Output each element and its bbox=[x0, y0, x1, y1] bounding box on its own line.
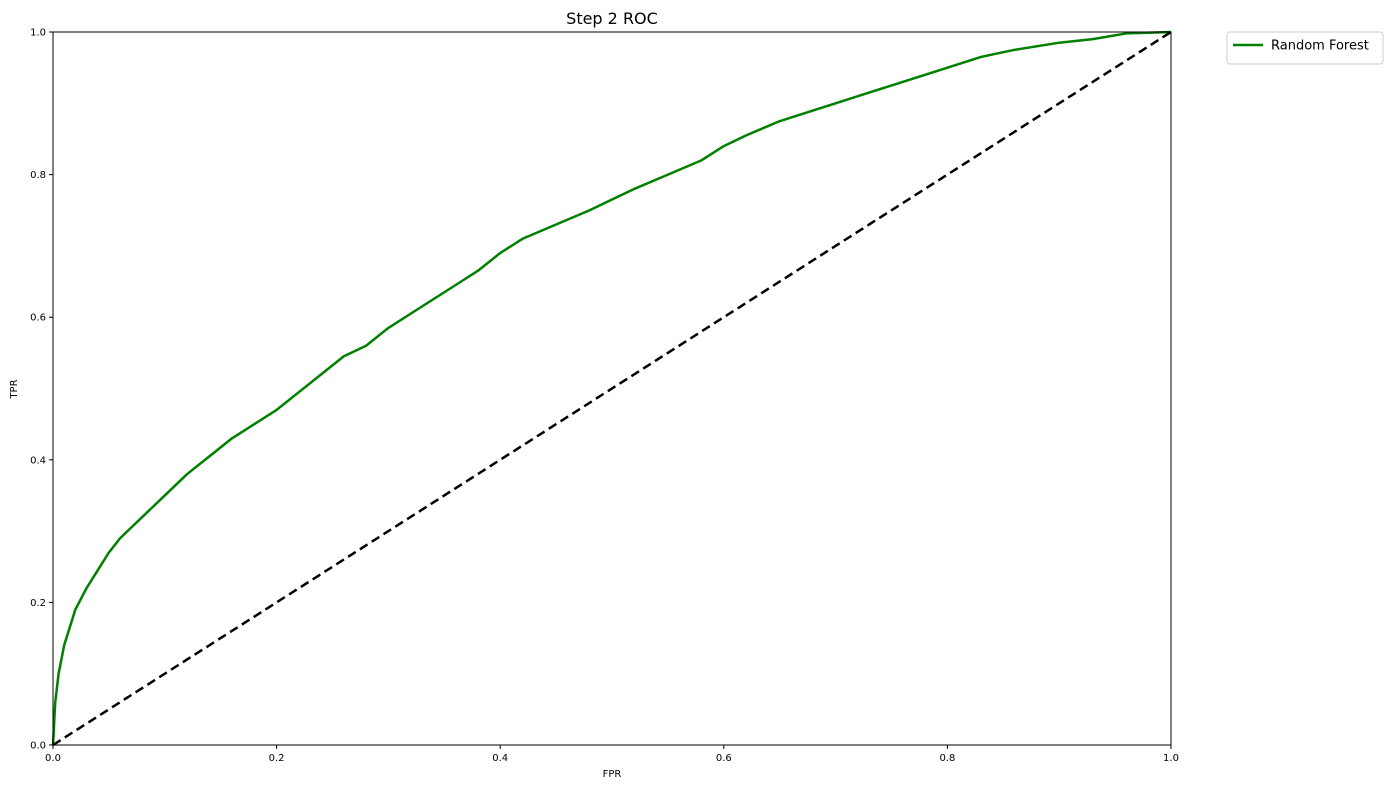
x-tick-label: 1.0 bbox=[1163, 753, 1179, 764]
legend-entry-label: Random Forest bbox=[1271, 39, 1369, 54]
y-tick-label: 0.6 bbox=[30, 313, 46, 324]
y-tick-label: 0.4 bbox=[30, 455, 46, 466]
y-tick-label: 1.0 bbox=[30, 28, 46, 39]
x-tick-label: 0.0 bbox=[45, 753, 61, 764]
reference-diagonal-line bbox=[52, 30, 1172, 747]
x-tick-label: 0.8 bbox=[939, 753, 955, 764]
legend: Random Forest bbox=[1226, 31, 1384, 65]
y-tick-label: 0.0 bbox=[30, 741, 46, 752]
x-tick-label: 0.4 bbox=[492, 753, 508, 764]
series-line-random-forest bbox=[51, 30, 1172, 746]
chart-title: Step 2 ROC bbox=[566, 9, 658, 28]
y-tick-label: 0.2 bbox=[30, 598, 46, 609]
y-axis-label: TPR bbox=[9, 379, 20, 399]
x-tick-label: 0.2 bbox=[269, 753, 285, 764]
axes-frame bbox=[52, 31, 1172, 746]
x-tick-label: 0.6 bbox=[716, 753, 732, 764]
plot-area: 0.0 0.2 0.4 0.6 0.8 1.0 0.0 0.2 0.4 0.6 0.8 1.0 bbox=[30, 28, 1179, 765]
y-tick-label: 0.8 bbox=[30, 170, 46, 181]
legend-box bbox=[1226, 31, 1384, 65]
x-axis-label: FPR bbox=[603, 769, 622, 780]
